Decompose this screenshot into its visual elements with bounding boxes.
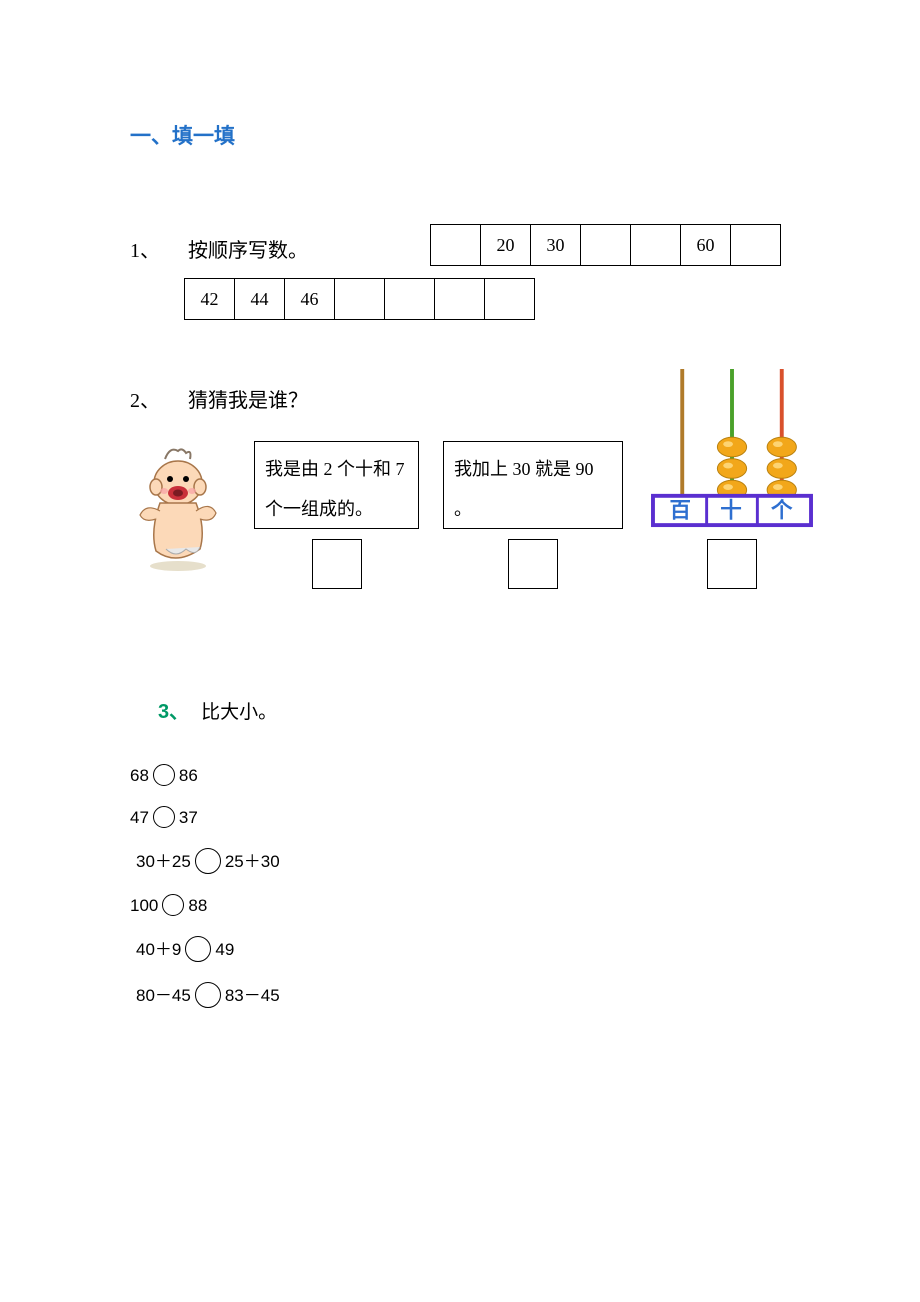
seq-cell: 20 — [481, 225, 531, 266]
compare-rhs: 83－45 — [225, 987, 280, 1004]
compare-row: 80－45 83－45 — [136, 982, 790, 1008]
riddle-2-group: 我加上 30 就是 90 。 — [443, 441, 623, 589]
seq-cell[interactable] — [335, 279, 385, 320]
question-2: 2、 猜猜我是谁？ — [130, 380, 790, 640]
seq-cell[interactable] — [431, 225, 481, 266]
compare-row: 30＋25 25＋30 — [136, 848, 790, 874]
riddle-2-answer[interactable] — [508, 539, 558, 589]
compare-row: 40＋9 49 — [136, 936, 790, 962]
compare-circle[interactable] — [195, 982, 221, 1008]
compare-lhs: 100 — [130, 897, 158, 914]
riddle-2-box: 我加上 30 就是 90 。 — [443, 441, 623, 529]
compare-circle[interactable] — [195, 848, 221, 874]
q1-top-sequence: 2030 60 — [430, 224, 781, 266]
compare-rhs: 49 — [215, 941, 234, 958]
riddle-1-box: 我是由 2 个十和 7 个一组成的。 — [254, 441, 419, 529]
compare-rhs: 88 — [188, 897, 207, 914]
seq-cell: 42 — [185, 279, 235, 320]
compare-lhs: 40＋9 — [136, 941, 181, 958]
q1-number: 1、 — [130, 234, 160, 263]
compare-circle[interactable] — [162, 894, 184, 916]
q3-label: 比大小。 — [201, 697, 277, 724]
seq-cell: 46 — [285, 279, 335, 320]
seq-cell: 60 — [681, 225, 731, 266]
seq-cell[interactable] — [731, 225, 781, 266]
seq-cell[interactable] — [435, 279, 485, 320]
q2-number: 2、 — [130, 384, 160, 413]
baby-icon — [130, 441, 230, 581]
seq-cell[interactable] — [581, 225, 631, 266]
svg-text:个: 个 — [771, 498, 793, 522]
compare-row: 68 86 — [130, 764, 790, 786]
compare-row: 47 37 — [130, 806, 790, 828]
section-title: 一、填一填 — [130, 120, 790, 150]
riddle-1-group: 我是由 2 个十和 7 个一组成的。 — [254, 441, 419, 589]
svg-text:百: 百 — [670, 498, 691, 522]
seq-cell[interactable] — [485, 279, 535, 320]
compare-rhs: 25＋30 — [225, 853, 280, 870]
q2-label: 猜猜我是谁？ — [188, 384, 308, 413]
compare-rhs: 86 — [179, 767, 198, 784]
abacus-group: 百十个 — [647, 369, 817, 589]
abacus-answer[interactable] — [707, 539, 757, 589]
q3-number: 3、 — [158, 695, 189, 724]
compare-row: 100 88 — [130, 894, 790, 916]
seq-cell[interactable] — [385, 279, 435, 320]
q1-label: 按顺序写数。 — [188, 234, 308, 263]
compare-lhs: 47 — [130, 809, 149, 826]
seq-cell[interactable] — [631, 225, 681, 266]
svg-text:十: 十 — [720, 498, 741, 522]
seq-cell: 30 — [531, 225, 581, 266]
seq-cell: 44 — [235, 279, 285, 320]
riddle-1-answer[interactable] — [312, 539, 362, 589]
abacus-icon: 百十个 — [647, 369, 817, 529]
question-1: 1、 按顺序写数。 203060 424446 — [130, 230, 790, 320]
compare-lhs: 30＋25 — [136, 853, 191, 870]
compare-circle[interactable] — [185, 936, 211, 962]
compare-circle[interactable] — [153, 806, 175, 828]
q1-bottom-sequence: 424446 — [184, 278, 535, 320]
compare-lhs: 68 — [130, 767, 149, 784]
compare-circle[interactable] — [153, 764, 175, 786]
compare-rhs: 37 — [179, 809, 198, 826]
question-3: 3、 比大小。 68 86 47 37 30＋25 25＋30 100 88 40＋9 49 80－… — [130, 695, 790, 1008]
compare-lhs: 80－45 — [136, 987, 191, 1004]
